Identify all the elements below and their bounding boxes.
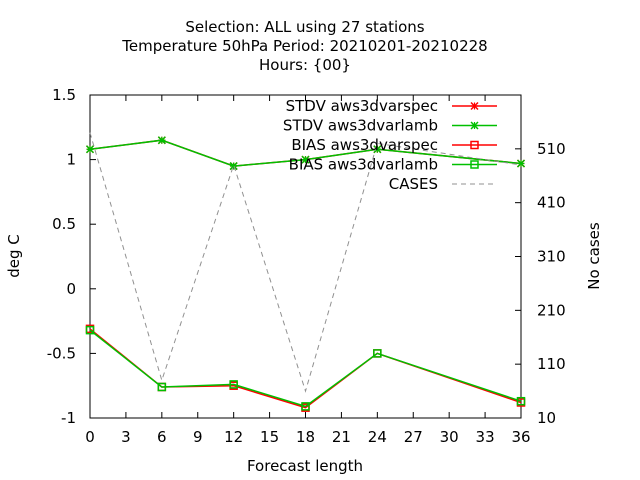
x-tick-label: 0 [85,428,95,446]
series-line [89,328,522,409]
chart-title-line-1: Selection: ALL using 27 stations [185,18,424,36]
data-point [229,380,238,389]
y2-tick-label: 310 [537,248,566,266]
legend-item: CASES [389,175,497,193]
x-tick-label: 9 [193,428,203,446]
legend-item: BIAS aws3dvarlamb [289,156,497,174]
legend-marker [470,101,479,111]
x-tick-label: 15 [260,428,279,446]
y2-axis-label: No cases [585,222,603,290]
data-point [516,159,526,168]
data-point [229,162,238,171]
y2-tick-label: 110 [537,355,566,373]
x-axis-label: Forecast length [247,457,363,475]
data-point [301,402,310,411]
data-point [85,325,95,335]
series-stdv-aws3dvarlamb [85,136,526,171]
series-bias-aws3dvarspec [85,324,526,412]
legend-item: STDV aws3dvarspec [286,97,497,115]
y-tick-label: -1 [61,409,76,427]
legend-label: STDV aws3dvarspec [286,97,438,115]
data-point [373,349,382,358]
x-tick-label: 33 [476,428,495,446]
legend-marker [470,140,479,150]
series-bias-aws3dvarlamb [85,325,526,411]
legend-marker [470,121,479,130]
chart-title: Selection: ALL using 27 stations Tempera… [121,18,487,74]
series-cases [89,132,522,393]
data-point [373,145,382,154]
y2-tick-label: 10 [537,409,556,427]
y-tick-label: 1.5 [52,86,76,104]
legend-marker [470,160,479,169]
x-tick-label: 18 [296,428,315,446]
y2-tick-label: 510 [537,140,566,158]
x-tick-label: 27 [404,428,423,446]
series-line [89,132,522,393]
y-tick-label: 0 [66,280,76,298]
data-point [85,145,95,154]
y2-tick-label: 210 [537,301,566,319]
x-tick-label: 36 [511,428,530,446]
y-tick-label: 1 [66,151,76,169]
legend-label: CASES [389,175,438,193]
x-tick-label: 30 [440,428,459,446]
x-tick-label: 3 [121,428,131,446]
legend-label: STDV aws3dvarlamb [283,117,438,135]
chart-title-line-3: Hours: {00} [259,56,351,74]
tick-labels: 0 3 6 9 12 15 18 21 24 27 30 33 36-1-0.500.511.51011… [47,86,566,446]
x-tick-label: 24 [368,428,387,446]
y-axis-label: deg C [5,234,23,278]
x-tick-label: 6 [157,428,167,446]
y-tick-label: -0.5 [47,344,76,362]
chart-title-line-2: Temperature 50hPa Period: 20210201-20210… [121,37,487,55]
data-point [157,382,167,392]
data-point [301,155,310,164]
y-tick-label: 0.5 [52,215,76,233]
data-point [157,136,166,145]
legend-item: BIAS aws3dvarspec [291,136,497,154]
series-layer [85,132,526,412]
series-line [89,139,522,167]
legend-item: STDV aws3dvarlamb [283,117,497,135]
axis-ticks [89,94,522,419]
series-line [89,329,522,408]
data-point [516,396,526,406]
x-tick-label: 21 [332,428,351,446]
legend-label: BIAS aws3dvarlamb [289,156,438,174]
legend-label: BIAS aws3dvarspec [291,136,438,154]
x-tick-label: 12 [224,428,243,446]
y2-tick-label: 410 [537,194,566,212]
